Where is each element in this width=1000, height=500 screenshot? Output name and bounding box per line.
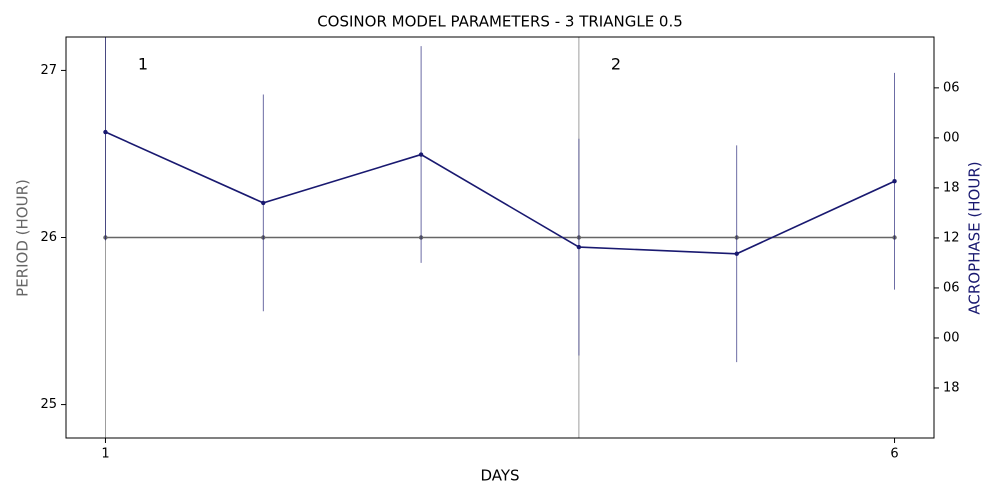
annotation: 1: [138, 55, 148, 74]
y2-tick-label: 18: [943, 180, 960, 195]
plot-area: [103, 37, 897, 438]
point: [576, 244, 582, 250]
y-tick-label: 27: [40, 63, 57, 78]
point: [103, 129, 108, 135]
y2-tick-label: 12: [943, 230, 960, 245]
y2-tick-label: 06: [943, 80, 960, 95]
point: [261, 200, 266, 206]
y2-tick-label: 06: [943, 280, 960, 295]
y-tick-label: 26: [40, 230, 57, 245]
series-line: [105, 131, 895, 255]
chart-title: COSINOR MODEL PARAMETERS - 3 TRIANGLE 0.…: [317, 13, 683, 31]
point: [734, 251, 739, 256]
point: [892, 179, 897, 184]
y2-tick-label: 00: [943, 330, 960, 345]
y2-axis-label: ACROPHASE (HOUR): [966, 161, 984, 314]
y-tick-label: 25: [40, 397, 57, 412]
y2-tick-label: 00: [943, 130, 960, 145]
annotation: 2: [611, 55, 621, 74]
x-tick-label: 1: [101, 447, 109, 462]
y-axis-label: PERIOD (HOUR): [14, 179, 32, 297]
point: [418, 152, 424, 157]
x-axis-label: DAYS: [480, 467, 519, 485]
x-tick-label: 6: [890, 447, 898, 462]
y2-tick-label: 18: [943, 380, 960, 395]
